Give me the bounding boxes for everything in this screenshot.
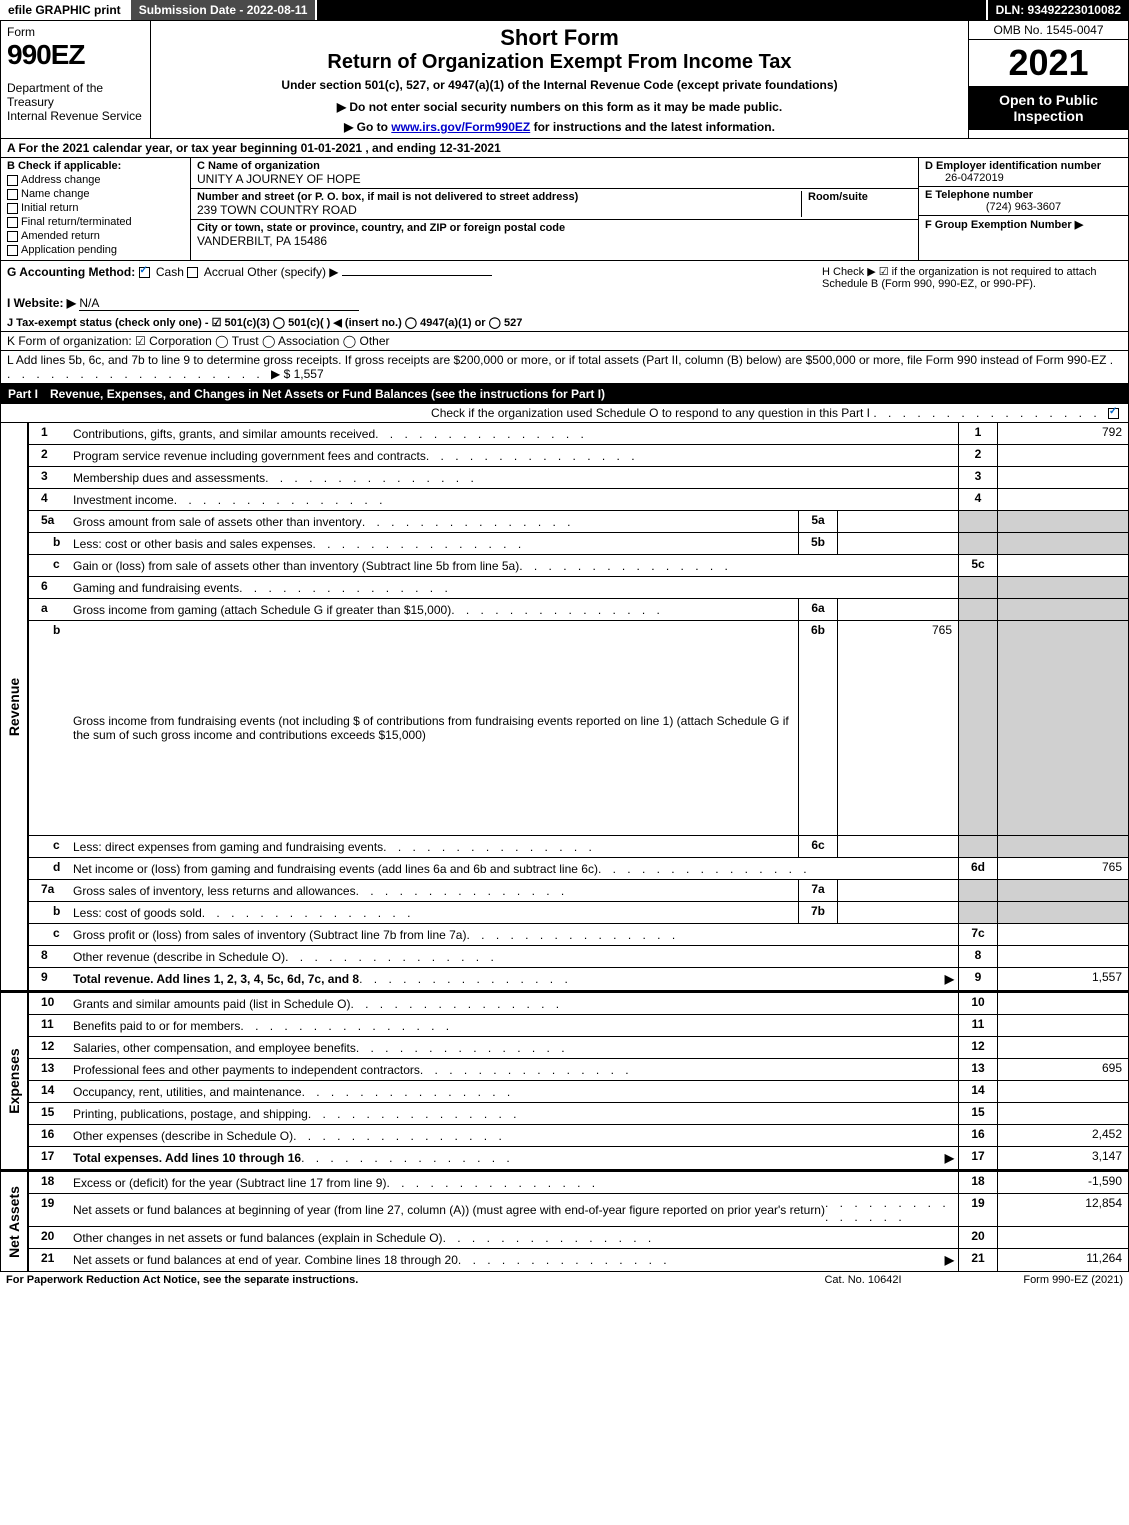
- expenses-label: Expenses: [6, 1048, 22, 1113]
- form-title: Return of Organization Exempt From Incom…: [157, 51, 962, 74]
- line-19: 19Net assets or fund balances at beginni…: [29, 1194, 1128, 1227]
- room-label: Room/suite: [808, 191, 912, 203]
- chk-pending[interactable]: [7, 245, 18, 256]
- line-14: 14Occupancy, rent, utilities, and mainte…: [29, 1081, 1128, 1103]
- phone: (724) 963-3607: [925, 201, 1122, 213]
- line-16: 16Other expenses (describe in Schedule O…: [29, 1125, 1128, 1147]
- ein: 26-0472019: [925, 172, 1122, 184]
- short-form: Short Form: [157, 25, 962, 51]
- row-gh: G Accounting Method: Cash Accrual Other …: [1, 261, 1128, 294]
- street-label: Number and street (or P. O. box, if mail…: [197, 191, 795, 203]
- section-b: B Check if applicable: Address change Na…: [1, 158, 191, 260]
- line-6: 6Gaming and fundraising events . . . . .…: [29, 577, 1128, 599]
- line-2: 2Program service revenue including gover…: [29, 445, 1128, 467]
- phone-label: E Telephone number: [925, 189, 1122, 201]
- line-c: cGain or (loss) from sale of assets othe…: [29, 555, 1128, 577]
- rows-b-through-f: B Check if applicable: Address change Na…: [1, 158, 1128, 261]
- line-17: 17Total expenses. Add lines 10 through 1…: [29, 1147, 1128, 1169]
- row-j: J Tax-exempt status (check only one) - ☑…: [1, 313, 1128, 332]
- line-9: 9Total revenue. Add lines 1, 2, 3, 4, 5c…: [29, 968, 1128, 990]
- group-label: F Group Exemption Number ▶: [925, 218, 1122, 231]
- note-ssn: ▶ Do not enter social security numbers o…: [157, 100, 962, 114]
- line-b: bLess: cost or other basis and sales exp…: [29, 533, 1128, 555]
- line-3: 3Membership dues and assessments . . . .…: [29, 467, 1128, 489]
- revenue-label: Revenue: [6, 677, 22, 735]
- ein-label: D Employer identification number: [925, 160, 1122, 172]
- header-right: OMB No. 1545-0047 2021 Open to Public In…: [968, 21, 1128, 138]
- line-b: bLess: cost of goods sold . . . . . . . …: [29, 902, 1128, 924]
- row-a: A For the 2021 calendar year, or tax yea…: [1, 139, 1128, 158]
- org-name: UNITY A JOURNEY OF HOPE: [197, 172, 912, 186]
- info-section: A For the 2021 calendar year, or tax yea…: [0, 139, 1129, 384]
- tax-year: 2021: [969, 40, 1128, 86]
- line-18: 18Excess or (deficit) for the year (Subt…: [29, 1172, 1128, 1194]
- omb-number: OMB No. 1545-0047: [969, 21, 1128, 40]
- chk-name[interactable]: [7, 189, 18, 200]
- street: 239 TOWN COUNTRY ROAD: [197, 203, 795, 217]
- row-i: I Website: ▶ N/A: [1, 294, 1128, 313]
- line-20: 20Other changes in net assets or fund ba…: [29, 1227, 1128, 1249]
- form-subtitle: Under section 501(c), 527, or 4947(a)(1)…: [157, 78, 962, 92]
- netassets-section: Net Assets 18Excess or (deficit) for the…: [1, 1172, 1128, 1271]
- chk-cash[interactable]: [139, 267, 150, 278]
- form-number: 990EZ: [7, 39, 144, 71]
- section-c: C Name of organization UNITY A JOURNEY O…: [191, 158, 918, 260]
- city: VANDERBILT, PA 15486: [197, 234, 912, 248]
- header-center: Short Form Return of Organization Exempt…: [151, 21, 968, 138]
- line-12: 12Salaries, other compensation, and empl…: [29, 1037, 1128, 1059]
- form-word: Form: [7, 25, 144, 39]
- row-k: K Form of organization: ☑ Corporation ◯ …: [1, 332, 1128, 351]
- line-4: 4Investment income . . . . . . . . . . .…: [29, 489, 1128, 511]
- top-bar: efile GRAPHIC print Submission Date - 20…: [0, 0, 1129, 20]
- chk-amended[interactable]: [7, 231, 18, 242]
- line-13: 13Professional fees and other payments t…: [29, 1059, 1128, 1081]
- chk-address[interactable]: [7, 175, 18, 186]
- l-amount: ▶ $ 1,557: [271, 367, 324, 381]
- dln: DLN: 93492223010082: [988, 0, 1129, 20]
- open-inspection: Open to Public Inspection: [969, 86, 1128, 130]
- org-name-label: C Name of organization: [197, 160, 912, 172]
- netassets-label: Net Assets: [6, 1186, 22, 1258]
- revenue-section: Revenue 1Contributions, gifts, grants, a…: [1, 423, 1128, 990]
- line-b: bGross income from fundraising events (n…: [29, 621, 1128, 836]
- chk-accrual[interactable]: [187, 267, 198, 278]
- footer-right: Form 990-EZ (2021): [963, 1274, 1123, 1286]
- page-footer: For Paperwork Reduction Act Notice, see …: [0, 1272, 1129, 1288]
- city-label: City or town, state or province, country…: [197, 222, 912, 234]
- chk-schedule-o[interactable]: [1108, 408, 1119, 419]
- expenses-section: Expenses 10Grants and similar amounts pa…: [1, 993, 1128, 1169]
- note-link: ▶ Go to www.irs.gov/Form990EZ for instru…: [157, 120, 962, 134]
- line-d: dNet income or (loss) from gaming and fu…: [29, 858, 1128, 880]
- website: N/A: [79, 296, 359, 311]
- line-11: 11Benefits paid to or for members . . . …: [29, 1015, 1128, 1037]
- part1-check-row: Check if the organization used Schedule …: [1, 404, 1128, 423]
- form-header: Form 990EZ Department of the Treasury In…: [0, 20, 1129, 139]
- part1-header: Part I Revenue, Expenses, and Changes in…: [0, 384, 1129, 404]
- line-5a: 5aGross amount from sale of assets other…: [29, 511, 1128, 533]
- chk-initial[interactable]: [7, 203, 18, 214]
- line-c: cGross profit or (loss) from sales of in…: [29, 924, 1128, 946]
- line-8: 8Other revenue (describe in Schedule O) …: [29, 946, 1128, 968]
- chk-final[interactable]: [7, 217, 18, 228]
- footer-left: For Paperwork Reduction Act Notice, see …: [6, 1274, 763, 1286]
- row-l: L Add lines 5b, 6c, and 7b to line 9 to …: [1, 351, 1128, 383]
- header-left: Form 990EZ Department of the Treasury In…: [1, 21, 151, 138]
- efile-label: efile GRAPHIC print: [0, 0, 131, 20]
- irs-link[interactable]: www.irs.gov/Form990EZ: [391, 120, 530, 134]
- submission-date: Submission Date - 2022-08-11: [131, 0, 318, 20]
- section-h: H Check ▶ ☑ if the organization is not r…: [822, 265, 1122, 290]
- department: Department of the Treasury Internal Reve…: [7, 81, 144, 123]
- line-21: 21Net assets or fund balances at end of …: [29, 1249, 1128, 1271]
- line-c: cLess: direct expenses from gaming and f…: [29, 836, 1128, 858]
- line-10: 10Grants and similar amounts paid (list …: [29, 993, 1128, 1015]
- line-a: aGross income from gaming (attach Schedu…: [29, 599, 1128, 621]
- section-def: D Employer identification number 26-0472…: [918, 158, 1128, 260]
- line-1: 1Contributions, gifts, grants, and simil…: [29, 423, 1128, 445]
- line-15: 15Printing, publications, postage, and s…: [29, 1103, 1128, 1125]
- footer-center: Cat. No. 10642I: [763, 1274, 963, 1286]
- line-7a: 7aGross sales of inventory, less returns…: [29, 880, 1128, 902]
